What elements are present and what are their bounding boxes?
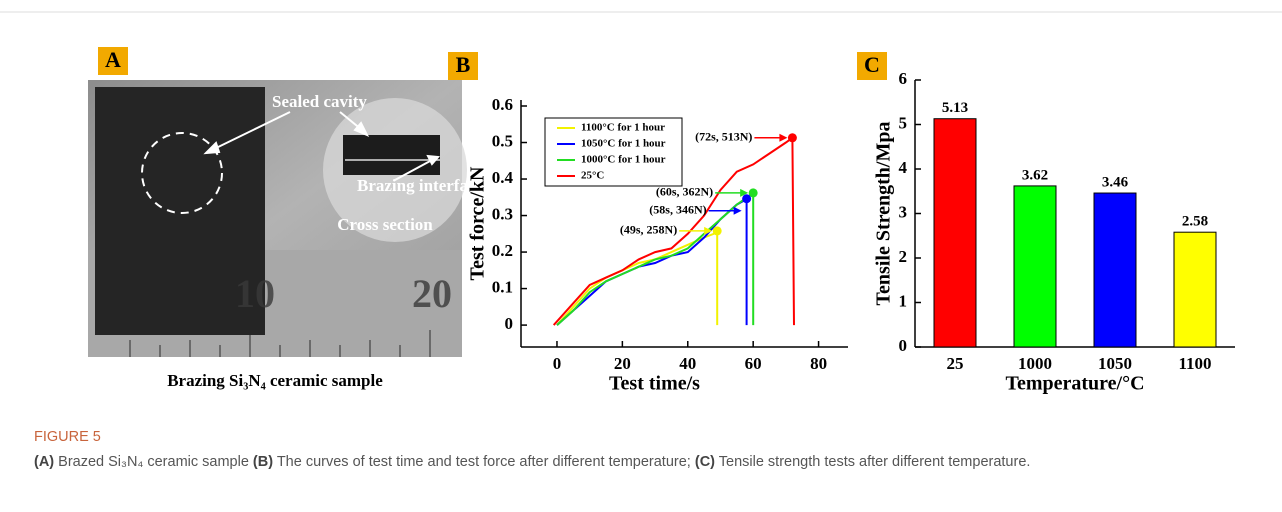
x-tick-label: 1100 xyxy=(1178,354,1211,373)
x-tick-label: 0 xyxy=(553,354,562,373)
legend-label: 25°C xyxy=(581,170,604,182)
panel-label-box xyxy=(98,47,128,75)
bar xyxy=(1013,185,1057,348)
photo-label: Sealed cavity xyxy=(272,92,367,111)
y-axis-label: Tensile Strength/Mpa xyxy=(873,122,895,306)
y-tick-label: 0.4 xyxy=(492,168,514,187)
caption-segment: The curves of test time and test force a… xyxy=(273,454,695,470)
caption-segment: Brazed Si₃N₄ ceramic sample xyxy=(54,454,253,470)
annotation-arrowhead xyxy=(704,226,713,235)
data-line xyxy=(556,228,719,326)
y-tick-label: 0 xyxy=(899,336,908,355)
y-tick-label: 0.3 xyxy=(492,204,513,223)
annotation-arrowhead xyxy=(779,133,788,142)
x-tick-label: 60 xyxy=(745,354,762,373)
annotation-arrowhead xyxy=(740,188,749,197)
x-tick-label: 80 xyxy=(810,354,827,373)
bar xyxy=(933,118,977,348)
y-tick-label: 4 xyxy=(899,158,908,177)
x-tick-label: 20 xyxy=(614,354,631,373)
sample xyxy=(95,87,265,335)
data-line xyxy=(552,135,795,326)
caption-segment: (C) xyxy=(694,454,715,470)
panel-label: C xyxy=(864,52,880,77)
y-axis-label: Test force/kN xyxy=(467,166,489,280)
x-tick-label: 40 xyxy=(679,354,696,373)
figure-caption: FIGURE 5 (A) Brazed Si₃N₄ ceramic sample… xyxy=(34,428,1244,472)
y-tick-label: 0.5 xyxy=(492,131,513,150)
x-tick-label: 1050 xyxy=(1098,354,1132,373)
ruler-number: 10 xyxy=(235,271,275,316)
annotation-arrowhead xyxy=(733,206,742,215)
peak-marker xyxy=(787,133,797,143)
annotation-text: (58s, 346N) xyxy=(649,202,706,216)
caption-text: (A) Brazed Si₃N₄ ceramic sample (B) The … xyxy=(34,454,1030,470)
x-tick-label: 25 xyxy=(947,354,964,373)
peak-marker xyxy=(742,194,752,204)
legend-label: 1000°C for 1 hour xyxy=(581,154,666,166)
ruler-number: 20 xyxy=(412,271,452,316)
annotation-text: (60s, 362N) xyxy=(656,185,713,199)
peak-marker xyxy=(712,226,722,236)
caption-segment: Tensile strength tests after different t… xyxy=(715,454,1031,470)
panel-label-box xyxy=(448,52,478,80)
legend-box xyxy=(544,117,683,187)
legend-label: 1050°C for 1 hour xyxy=(581,138,666,150)
y-tick-label: 5 xyxy=(899,113,908,132)
photo-arrows xyxy=(203,111,441,181)
panel-label-box xyxy=(857,52,887,80)
photo-caption: Brazing Si₃N₄ ceramic sample xyxy=(167,371,383,390)
legend-label: 1100°C for 1 hour xyxy=(581,122,665,134)
caption-segment: (A) xyxy=(34,454,55,470)
value-label: 2.58 xyxy=(1182,214,1208,230)
bar xyxy=(1093,192,1137,348)
y-tick-label: 0.6 xyxy=(492,95,513,114)
annotation-text: (49s, 258N) xyxy=(620,223,677,237)
annotation-text: (72s, 513N) xyxy=(695,130,752,144)
bar xyxy=(1173,231,1217,348)
value-label: 5.13 xyxy=(942,100,968,116)
y-tick-label: 0 xyxy=(505,314,514,333)
figure-label: FIGURE 5 xyxy=(34,429,101,445)
photo-label: Brazing interface xyxy=(357,176,483,195)
x-tick-label: 1000 xyxy=(1018,354,1052,373)
y-tick-label: 1 xyxy=(899,291,908,310)
y-tick-label: 2 xyxy=(899,247,908,266)
y-tick-label: 6 xyxy=(899,69,908,88)
caption-segment: (B) xyxy=(252,454,274,470)
y-tick-label: 0.2 xyxy=(492,241,513,260)
cavity-outline xyxy=(141,132,223,214)
y-tick-label: 3 xyxy=(899,202,908,221)
photo xyxy=(88,80,467,357)
cross-section-block xyxy=(343,135,440,175)
x-axis-label: Temperature/°C xyxy=(1005,373,1144,395)
y-tick-label: 0.1 xyxy=(492,277,513,296)
x-axis-label: Test time/s xyxy=(609,373,700,395)
value-label: 3.46 xyxy=(1102,174,1129,190)
photo-label: Cross section xyxy=(337,215,433,234)
panel-label: A xyxy=(105,47,121,72)
peak-marker xyxy=(748,188,758,198)
value-label: 3.62 xyxy=(1022,167,1048,183)
figure: A B C Sealed cavity Brazing interface Cross s… xyxy=(0,11,1282,395)
panel-label: B xyxy=(456,52,471,77)
